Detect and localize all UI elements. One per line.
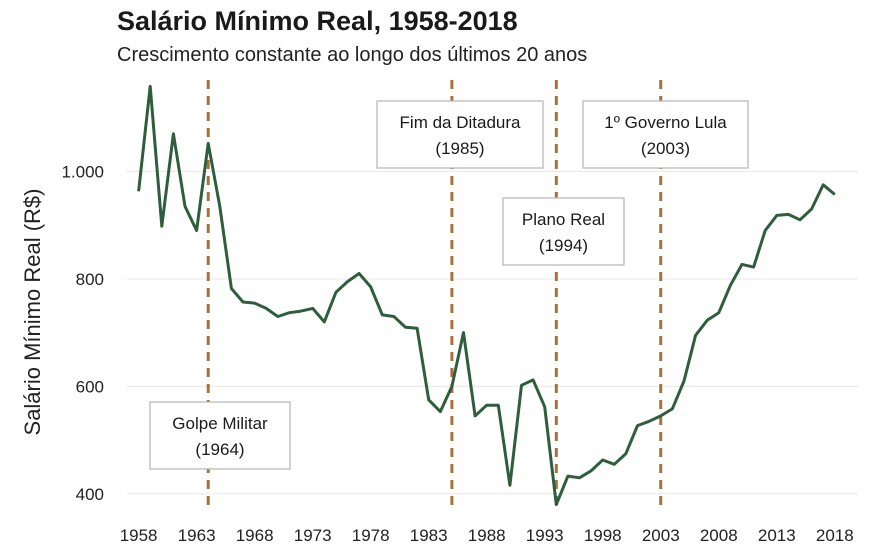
x-tick-label: 2018 [816, 526, 854, 545]
annotation-label: Plano Real [522, 210, 605, 229]
x-tick-label: 1968 [236, 526, 274, 545]
annotation-year: (1985) [435, 139, 484, 158]
y-tick-label: 600 [76, 377, 104, 396]
y-axis: 400 600 800 1.000 [61, 162, 104, 504]
annotation-box [582, 100, 749, 169]
annotation-year: (1994) [539, 236, 588, 255]
annotation-box [502, 197, 625, 266]
x-axis: 1958 1963 1968 1973 1978 1983 1988 1993 1998 2003… [120, 526, 854, 545]
y-axis-label: Salário Mínimo Real (R$) [20, 189, 45, 436]
x-tick-label: 2013 [758, 526, 796, 545]
x-tick-label: 2003 [642, 526, 680, 545]
annotation-year: (1964) [195, 440, 244, 459]
y-tick-label: 400 [76, 485, 104, 504]
x-tick-label: 1958 [120, 526, 158, 545]
annotation-label: Golpe Militar [172, 414, 268, 433]
chart-subtitle: Crescimento constante ao longo dos últim… [117, 44, 588, 66]
chart-title: Salário Mínimo Real, 1958-2018 [117, 6, 518, 36]
x-tick-label: 1993 [526, 526, 564, 545]
x-tick-label: 1983 [410, 526, 448, 545]
x-tick-label: 1973 [294, 526, 332, 545]
annotation-label: 1º Governo Lula [604, 113, 727, 132]
annotation-label: Fim da Ditadura [400, 113, 521, 132]
annotation-layer: Golpe Militar (1964) Fim da Ditadura (1985)… [149, 100, 749, 470]
x-tick-label: 1978 [352, 526, 390, 545]
x-tick-label: 1963 [178, 526, 216, 545]
x-tick-label: 1998 [584, 526, 622, 545]
gridlines [127, 170, 858, 495]
y-tick-label: 800 [76, 270, 104, 289]
annotation-box [149, 401, 291, 470]
y-tick-label: 1.000 [61, 162, 104, 181]
annotation-box [376, 100, 544, 169]
x-tick-label: 1988 [468, 526, 506, 545]
series-layer [137, 84, 836, 507]
series-line [137, 84, 836, 507]
x-tick-label: 2008 [700, 526, 738, 545]
annotation-year: (2003) [641, 139, 690, 158]
